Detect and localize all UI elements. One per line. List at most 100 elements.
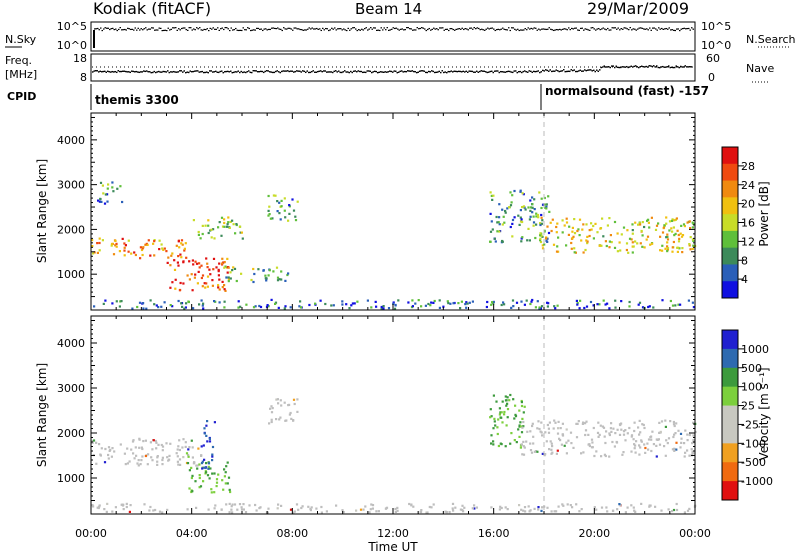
velocity-cell [618, 433, 622, 436]
noise-point [416, 27, 418, 29]
freq-point [222, 71, 224, 74]
velocity-cell [213, 472, 216, 475]
colorbar-swatch [722, 264, 738, 282]
velocity-cell [152, 509, 155, 512]
power-cell [666, 233, 669, 236]
noise-point [499, 29, 501, 31]
power-cell [192, 219, 195, 222]
power-cell [332, 304, 335, 307]
velocity-cell [503, 413, 506, 416]
freq-point [575, 70, 577, 73]
velocity-cell [639, 446, 642, 449]
velocity-cell [536, 427, 539, 430]
freq-point [125, 70, 127, 73]
noise-point [172, 27, 174, 29]
velocity-cell [512, 398, 515, 401]
velocity-cell [454, 506, 457, 509]
freq-point [594, 70, 596, 73]
power-cell [565, 217, 568, 220]
freq-point [147, 71, 149, 73]
noise-point [217, 27, 219, 29]
power-cell [678, 237, 681, 240]
velocity-cell [342, 511, 345, 514]
power-cell [134, 253, 137, 257]
noise-point [484, 29, 486, 31]
noise-point [647, 29, 649, 31]
velocity-cell [637, 426, 640, 429]
freq-point [228, 71, 230, 73]
power-cell [201, 224, 204, 227]
freq-panel: Freq. [MHz] 18 8 60 0 Nave [5, 52, 774, 84]
velocity-cell [91, 504, 94, 507]
power-cell [96, 242, 99, 245]
power-cell [226, 271, 229, 274]
velocity-cell [196, 467, 199, 470]
noise-point [314, 28, 316, 30]
colorbar-swatch [722, 462, 738, 482]
freq-point [498, 71, 500, 74]
noise-point [620, 28, 622, 30]
velocity-cell [113, 450, 116, 453]
velocity-cell [475, 506, 478, 509]
velocity-cell [220, 508, 223, 511]
velocity-cell [679, 432, 683, 435]
power-cell [534, 236, 537, 240]
noise-point [278, 28, 280, 30]
power-cell [356, 300, 359, 303]
power-cell [374, 300, 377, 303]
power-cell [522, 193, 525, 196]
power-frame [90, 112, 696, 311]
freq-point [458, 70, 460, 73]
power-cell [267, 274, 270, 277]
velocity-cell [182, 438, 185, 441]
power-cell [519, 189, 522, 192]
power-cell [671, 218, 674, 221]
noise-point [256, 27, 258, 29]
velocity-cell [520, 508, 523, 511]
colorbar-swatch [722, 348, 738, 369]
noise-point [310, 28, 312, 30]
power-cell [628, 305, 631, 308]
freq-point [140, 71, 142, 73]
power-cell [166, 261, 169, 264]
power-cell [171, 281, 174, 284]
velocity-cell [493, 420, 496, 423]
freq-point [116, 71, 118, 74]
power-cell [602, 299, 605, 302]
power-cell [185, 302, 188, 305]
power-cell [496, 230, 499, 233]
power-cell [676, 250, 679, 253]
noise-point [427, 28, 429, 31]
power-cell [284, 279, 287, 282]
power-cell [274, 302, 277, 305]
velocity-cell [335, 504, 338, 507]
x-tick-label: 12:00 [377, 527, 409, 540]
noise-point [313, 28, 315, 30]
velocity-cell [149, 441, 152, 444]
velocity-cell [608, 455, 611, 458]
power-cell [550, 229, 553, 233]
velocity-cell [630, 450, 633, 453]
velocity-cell [626, 432, 629, 435]
velocity-cell [168, 454, 171, 457]
power-cell [529, 215, 532, 218]
power-cell [671, 230, 674, 233]
power-cell [628, 237, 632, 240]
x-tick-label: 00:00 [75, 527, 107, 540]
freq-point [240, 70, 242, 73]
freq-point [176, 71, 178, 73]
freq-point [368, 70, 370, 72]
power-cell [212, 228, 215, 231]
noise-point [524, 27, 526, 30]
noise-point [367, 29, 369, 31]
power-cell [546, 225, 549, 228]
power-cell [201, 232, 204, 236]
power-cell [178, 289, 181, 292]
power-cell [580, 239, 583, 242]
power-cell [225, 225, 229, 228]
velocity-cell [616, 428, 619, 431]
freq-point [318, 70, 320, 72]
velocity-cell [91, 441, 94, 444]
power-cell [466, 302, 469, 305]
power-cell [101, 239, 104, 242]
